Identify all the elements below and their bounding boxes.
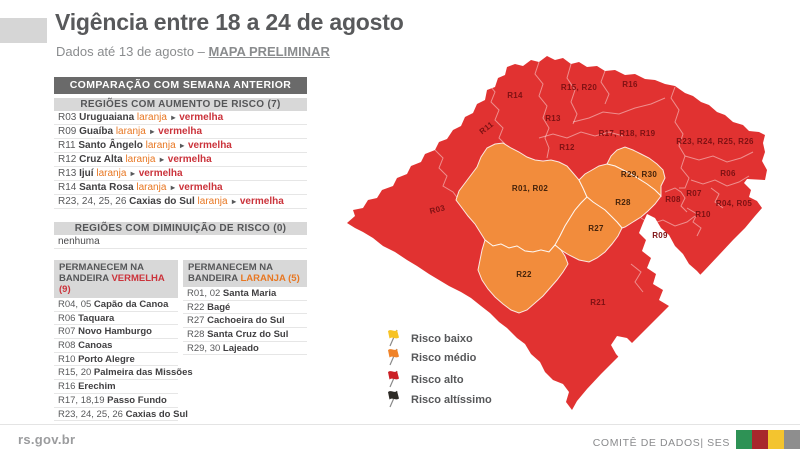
footer-site-url: rs.gov.br: [18, 432, 76, 447]
region-stay-row: R16 Erechim: [54, 380, 178, 394]
page-title: Vigência entre 18 a 24 de agosto: [55, 9, 404, 35]
orange-regions: [455, 142, 666, 314]
orange-flag-word: LARANJA: [240, 273, 286, 284]
map-label-r22: R22: [516, 270, 532, 279]
red-flag-word: VERMELHA: [111, 273, 165, 284]
orange-flag-count: (5): [288, 273, 300, 284]
region-stay-row: R29, 30 Lajeado: [183, 342, 307, 356]
decrease-section-title: REGIÕES COM DIMINUIÇÃO DE RISCO (0): [54, 222, 307, 235]
red-region-borders: [434, 61, 754, 293]
map-label-r16: R16: [622, 80, 638, 89]
map-label-r03: R03: [429, 203, 447, 216]
increase-rows-list: R03 Uruguaiana laranja ► vermelha R09 Gua…: [54, 111, 307, 209]
region-stay-row: R01, 02 Santa Maria: [183, 287, 307, 301]
region-change-row: R13 Ijuí laranja ► vermelha: [54, 167, 307, 181]
map-label-r15-r20: R15, R20: [561, 83, 597, 92]
legend-item: Risco altíssimo: [388, 390, 492, 408]
flag-icon: [388, 330, 399, 339]
header-decoration-block: [0, 18, 47, 43]
region-stay-row: R08 Canoas: [54, 339, 178, 353]
coastal-channel: [591, 292, 725, 414]
decrease-row-none: nenhuma: [54, 235, 307, 249]
region-stay-row: R27 Cachoeira do Sul: [183, 314, 307, 329]
legend-label: Risco baixo: [411, 333, 473, 345]
page-subtitle: Dados até 13 de agosto – MAPA PRELIMINAR: [56, 44, 330, 59]
stay-red-panel: PERMANECEM NA BANDEIRA VERMELHA (9) R04,…: [54, 260, 193, 422]
region-change-row: R23, 24, 25, 26 Caxias do Sul laranja ► …: [54, 195, 307, 209]
stay-red-panel-title: PERMANECEM NA BANDEIRA VERMELHA (9): [54, 260, 178, 298]
brand-color-square: [768, 430, 784, 449]
map-label-r10: R10: [695, 210, 711, 219]
map-label-r17-r18-r19: R17, R18, R19: [599, 129, 656, 138]
map-label-r07: R07: [686, 189, 702, 198]
region-change-row: R14 Santa Rosa laranja ► vermelha: [54, 181, 307, 195]
region-stay-row: R28 Santa Cruz do Sul: [183, 328, 307, 342]
map-legend: Risco baixo Risco médio Risco alto Risco al…: [388, 329, 492, 408]
region-r27: [554, 196, 623, 263]
legend-label: Risco altíssimo: [411, 394, 492, 406]
flag-icon: [388, 371, 399, 380]
region-stay-row: R22 Bagé: [183, 301, 307, 315]
map-label-r06: R06: [720, 169, 736, 178]
region-stay-row: R23, 24, 25, 26 Caxias do Sul: [54, 408, 188, 422]
brand-color-square: [784, 430, 800, 449]
map-label-r21: R21: [590, 298, 606, 307]
region-change-row: R09 Guaíba laranja ► vermelha: [54, 125, 307, 139]
region-stay-row: R04, 05 Capão da Canoa: [54, 298, 178, 312]
region-stay-row: R17, 18,19 Passo Fundo: [54, 394, 178, 408]
region-change-row: R11 Santo Ângelo laranja ► vermelha: [54, 139, 307, 153]
legend-item: Risco alto: [388, 370, 464, 388]
map-label-r12: R12: [559, 143, 575, 152]
region-change-row: R12 Cruz Alta laranja ► vermelha: [54, 153, 307, 167]
map-label-r27: R27: [588, 224, 604, 233]
legend-label: Risco alto: [411, 374, 464, 386]
map-label-r08: R08: [665, 195, 681, 204]
legend-label: Risco médio: [411, 352, 477, 364]
rs-state-risk-map: R14 R15, R20 R16 R11 R13 R17, R18, R19 R12 R23,…: [335, 40, 795, 425]
region-r22: [477, 239, 569, 314]
map-label-r29-r30: R29, R30: [621, 170, 657, 179]
brand-color-square: [752, 430, 768, 449]
comparison-panel: COMPARAÇÃO COM SEMANA ANTERIOR REGIÕES C…: [54, 77, 307, 249]
flag-icon: [388, 349, 399, 358]
lagoons: [591, 214, 725, 414]
map-label-r04-r05: R04, R05: [716, 199, 752, 208]
footer-committee-label: COMITÊ DE DADOS| SES: [592, 437, 730, 449]
map-label-r28: R28: [615, 198, 631, 207]
preliminary-map-link[interactable]: MAPA PRELIMINAR: [208, 44, 330, 59]
lagoa-mirim: [611, 336, 647, 370]
region-change-row: R03 Uruguaiana laranja ► vermelha: [54, 111, 307, 125]
stay-orange-panel-title: PERMANECEM NA BANDEIRA LARANJA (5): [183, 260, 307, 287]
region-stay-row: R07 Novo Hamburgo: [54, 325, 178, 340]
region-stay-row: R06 Taquara: [54, 312, 178, 326]
map-label-r14: R14: [507, 91, 523, 100]
region-stay-row: R10 Porto Alegre: [54, 353, 178, 367]
region-stay-row: R15, 20 Palmeira das Missões: [54, 366, 193, 381]
legend-item: Risco baixo: [388, 329, 473, 347]
red-flag-count: (9): [59, 284, 71, 295]
brand-color-square: [736, 430, 752, 449]
footer-divider: [0, 424, 800, 425]
subtitle-prefix: Dados até 13 de agosto –: [56, 44, 209, 59]
lagoa-dos-patos: [639, 214, 721, 323]
footer-color-squares: [736, 430, 800, 449]
map-label-r09: R09: [652, 231, 668, 240]
stay-red-rows-list: R04, 05 Capão da Canoa R06 Taquara R07 Nov…: [54, 298, 193, 422]
stay-orange-rows-list: R01, 02 Santa Maria R22 Bagé R27 Cachoeira…: [183, 287, 307, 356]
map-label-r01-r02: R01, R02: [512, 184, 548, 193]
map-label-r13: R13: [545, 114, 561, 123]
flag-icon: [388, 391, 399, 400]
stay-orange-panel: PERMANECEM NA BANDEIRA LARANJA (5) R01, …: [183, 260, 307, 356]
comparison-panel-title: COMPARAÇÃO COM SEMANA ANTERIOR: [54, 77, 307, 94]
increase-section-title: REGIÕES COM AUMENTO DE RISCO (7): [54, 98, 307, 111]
map-label-r23-r24-r25-r26: R23, R24, R25, R26: [676, 137, 754, 146]
legend-item: Risco médio: [388, 348, 477, 366]
